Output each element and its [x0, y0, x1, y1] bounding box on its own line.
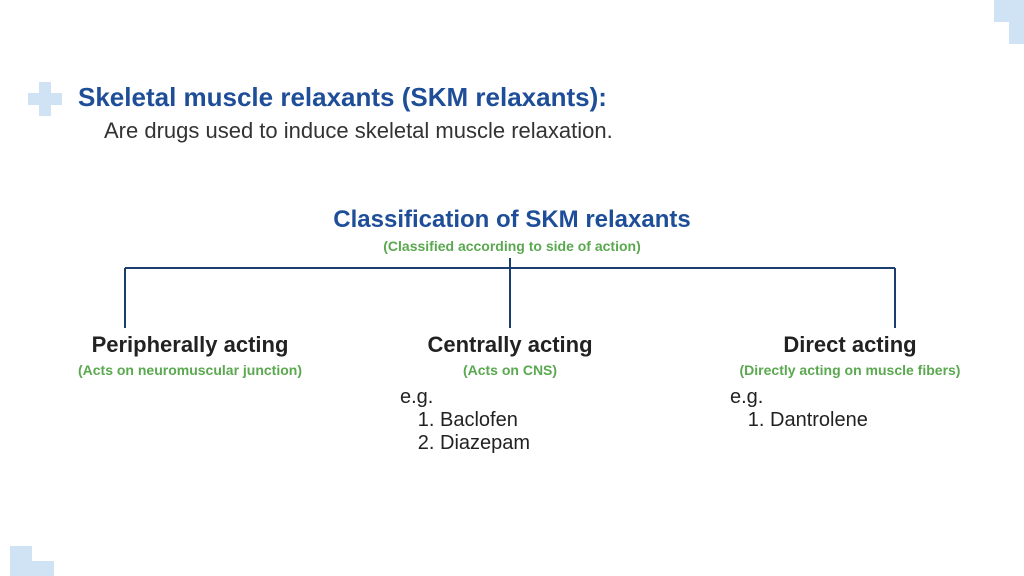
branch-title: Centrally acting: [370, 332, 650, 358]
page-title: Skeletal muscle relaxants (SKM relaxants…: [78, 82, 607, 113]
page-subtitle: Are drugs used to induce skeletal muscle…: [104, 118, 613, 144]
branch-note: (Acts on CNS): [370, 362, 650, 378]
corner-decoration-top-right: [994, 0, 1024, 44]
branch-examples: e.g. Baclofen Diazepam: [370, 386, 650, 455]
example-label: e.g.: [400, 386, 650, 409]
example-item: Baclofen: [440, 409, 650, 432]
classification-heading: Classification of SKM relaxants: [0, 206, 1024, 234]
corner-decoration-bottom-left: [10, 546, 54, 576]
branch-centrally: Centrally acting (Acts on CNS) e.g. Bacl…: [370, 332, 650, 455]
classification-subheading: (Classified according to side of action): [0, 238, 1024, 254]
branch-note: (Directly acting on muscle fibers): [700, 362, 1000, 378]
branch-peripherally: Peripherally acting (Acts on neuromuscul…: [40, 332, 340, 378]
branch-title: Direct acting: [700, 332, 1000, 358]
branch-note: (Acts on neuromuscular junction): [40, 362, 340, 378]
branch-examples: e.g. Dantrolene: [700, 386, 1000, 432]
branch-title: Peripherally acting: [40, 332, 340, 358]
example-item: Dantrolene: [770, 409, 1000, 432]
plus-icon: [28, 82, 62, 116]
branch-direct: Direct acting (Directly acting on muscle…: [700, 332, 1000, 432]
example-item: Diazepam: [440, 432, 650, 455]
example-label: e.g.: [730, 386, 1000, 409]
classification-tree: [110, 258, 910, 338]
